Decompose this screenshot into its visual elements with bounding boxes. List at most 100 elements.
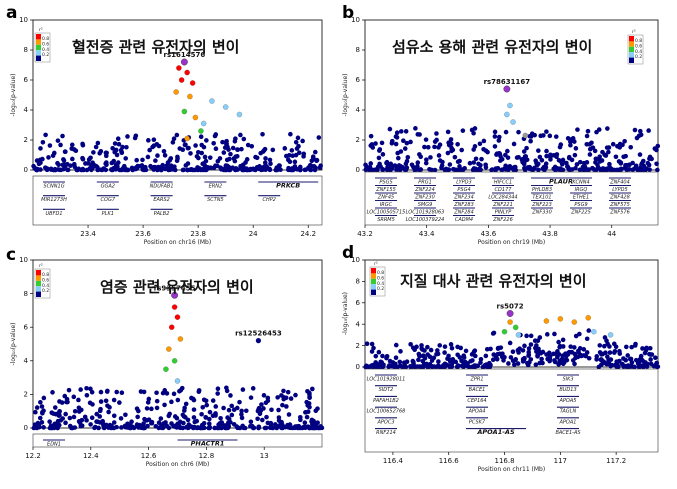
data-point	[454, 167, 459, 173]
highlight-point	[178, 77, 185, 83]
gene-label: ZNF224	[414, 187, 435, 193]
data-point	[470, 364, 476, 370]
data-point	[65, 399, 70, 405]
data-point	[230, 145, 236, 151]
gene-label: ZNF155	[375, 187, 396, 193]
data-point	[434, 137, 439, 143]
panel-label: d	[342, 243, 354, 263]
background-points	[363, 328, 661, 370]
data-point	[628, 144, 634, 150]
data-point	[587, 146, 593, 152]
panel-title: 염증 관련 유전자의 변이	[100, 278, 254, 296]
data-point	[59, 400, 65, 405]
data-point	[293, 152, 299, 158]
data-point	[395, 155, 401, 161]
data-point	[313, 165, 318, 171]
data-point	[369, 341, 375, 347]
gene-label: ZNF284	[453, 210, 474, 216]
data-point	[367, 165, 373, 170]
data-point	[577, 167, 583, 173]
lead-snp-label: rs78631167	[484, 78, 531, 86]
data-point	[522, 343, 527, 349]
y-tick-label: 2	[356, 136, 360, 144]
data-point	[149, 406, 154, 412]
data-point	[606, 149, 611, 155]
data-point	[260, 131, 265, 137]
legend-title: r²	[374, 261, 378, 267]
data-point	[146, 138, 151, 143]
data-point	[614, 167, 620, 173]
data-point	[483, 148, 489, 153]
legend-level: 0.6	[42, 41, 49, 47]
data-point	[180, 425, 186, 431]
data-point	[560, 157, 566, 163]
data-point	[124, 144, 129, 150]
data-point	[575, 354, 581, 360]
data-point	[466, 364, 472, 370]
y-tick-label: 4	[24, 357, 29, 365]
highlight-point	[507, 102, 513, 109]
gene-label: PINLYP	[495, 210, 512, 216]
data-point	[369, 349, 375, 354]
legend-swatch	[36, 275, 41, 281]
data-point	[140, 157, 145, 163]
secondary-snp-point	[255, 338, 262, 344]
data-point	[185, 417, 191, 423]
data-point	[627, 162, 632, 168]
data-point	[234, 405, 240, 411]
data-point	[278, 167, 283, 172]
data-point	[429, 363, 435, 369]
data-point	[90, 402, 95, 407]
gene-label: ZNF230	[414, 195, 435, 201]
data-point	[276, 407, 281, 413]
data-point	[200, 404, 206, 410]
x-tick-label: 12.8	[199, 452, 215, 460]
data-point	[50, 390, 55, 395]
data-point	[521, 149, 527, 154]
gene-label: SMG9	[418, 202, 433, 208]
data-point	[395, 150, 400, 156]
data-point	[57, 408, 62, 414]
data-point	[263, 156, 268, 161]
data-point	[505, 155, 511, 160]
data-point	[194, 418, 200, 424]
data-point	[524, 145, 529, 151]
legend-swatch	[36, 270, 41, 276]
data-point	[449, 345, 455, 351]
data-point	[290, 425, 296, 431]
data-point	[206, 421, 212, 427]
gene-label: SIDT2	[379, 387, 394, 393]
gene-label: SCTN5	[207, 197, 224, 203]
data-point	[412, 167, 418, 173]
data-point	[448, 137, 454, 142]
data-point	[189, 166, 194, 172]
data-point	[215, 158, 221, 164]
y-tick-label: 0	[356, 166, 360, 174]
data-point	[436, 359, 441, 364]
data-point	[384, 160, 389, 166]
highlight-point	[591, 328, 597, 335]
data-point	[534, 160, 539, 166]
gene-label: PHACTR1	[191, 440, 225, 448]
data-point	[477, 141, 483, 147]
data-point	[63, 420, 68, 426]
data-point	[166, 425, 172, 431]
data-point	[641, 364, 646, 370]
secondary-snp-label: rs12526453	[235, 330, 282, 338]
data-point	[576, 348, 581, 354]
data-point	[429, 358, 435, 363]
panel-c: c 0 2 4 6 8 10 -log₁₀(p-value) rs9357455 rs125264…	[6, 245, 325, 468]
data-point	[408, 139, 413, 145]
highlight-point	[177, 336, 184, 342]
highlight-point	[585, 315, 591, 321]
data-point	[447, 162, 453, 167]
data-point	[375, 167, 380, 173]
legend-level: 0.8	[635, 38, 642, 44]
data-point	[390, 138, 395, 144]
gene-label: UBFD1	[46, 211, 63, 217]
data-point	[434, 352, 439, 357]
data-point	[98, 399, 104, 404]
data-point	[642, 350, 648, 356]
data-point	[293, 392, 298, 398]
data-point	[135, 414, 140, 420]
